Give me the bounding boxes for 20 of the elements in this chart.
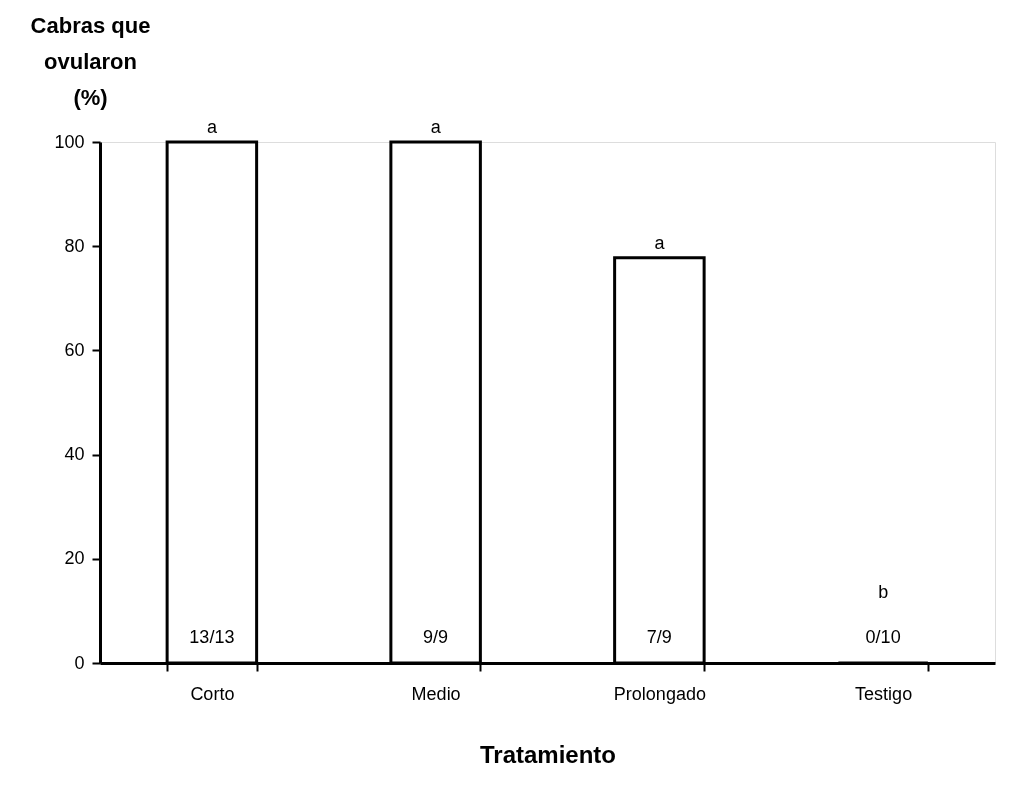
annotation: a [654, 232, 666, 253]
x-tick-label: Medio [411, 683, 461, 704]
y-tick-label: 80 [64, 235, 85, 256]
x-axis-title: Tratamiento [479, 740, 617, 768]
data-label: 9/9 [423, 627, 449, 647]
annotation: b [878, 582, 889, 602]
data-label: 7/9 [646, 627, 672, 647]
y-tick-label: 60 [64, 339, 85, 360]
data-label: 0/10 [865, 627, 901, 647]
annotation: a [206, 117, 218, 137]
y-tick-label: 0 [74, 652, 85, 673]
y-axis-title: Cabras que ovularon (%) [30, 12, 151, 110]
x-tick-label: Testigo [855, 683, 913, 704]
y-tick-label: 40 [64, 444, 85, 465]
y-tick-label: 100 [54, 131, 85, 152]
y-tick-label: 20 [64, 548, 85, 569]
data-label: 13/13 [189, 627, 235, 647]
x-tick-label: Prolongado [613, 683, 706, 704]
annotation: a [430, 117, 442, 137]
x-tick-label: Corto [190, 683, 235, 704]
